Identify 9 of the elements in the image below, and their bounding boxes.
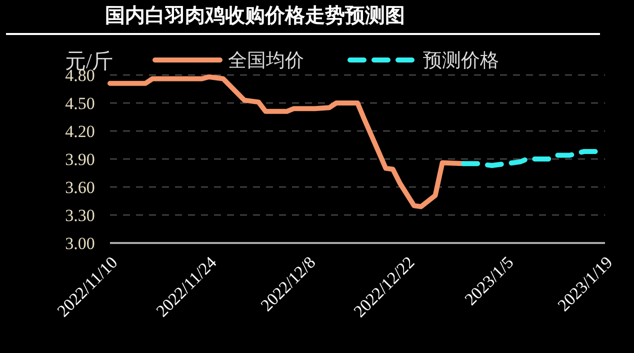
legend-label: 全国均价	[228, 50, 304, 72]
y-tick-label: 3.30	[65, 206, 95, 225]
chart-title: 国内白羽肉鸡收购价格走势预测图	[105, 5, 405, 27]
legend-label: 预测价格	[423, 50, 499, 72]
y-tick-label: 4.50	[65, 94, 95, 113]
y-tick-label: 3.00	[65, 234, 95, 253]
y-tick-label: 3.90	[65, 150, 95, 169]
y-tick-label: 3.60	[65, 178, 95, 197]
y-tick-label: 4.20	[65, 122, 95, 141]
